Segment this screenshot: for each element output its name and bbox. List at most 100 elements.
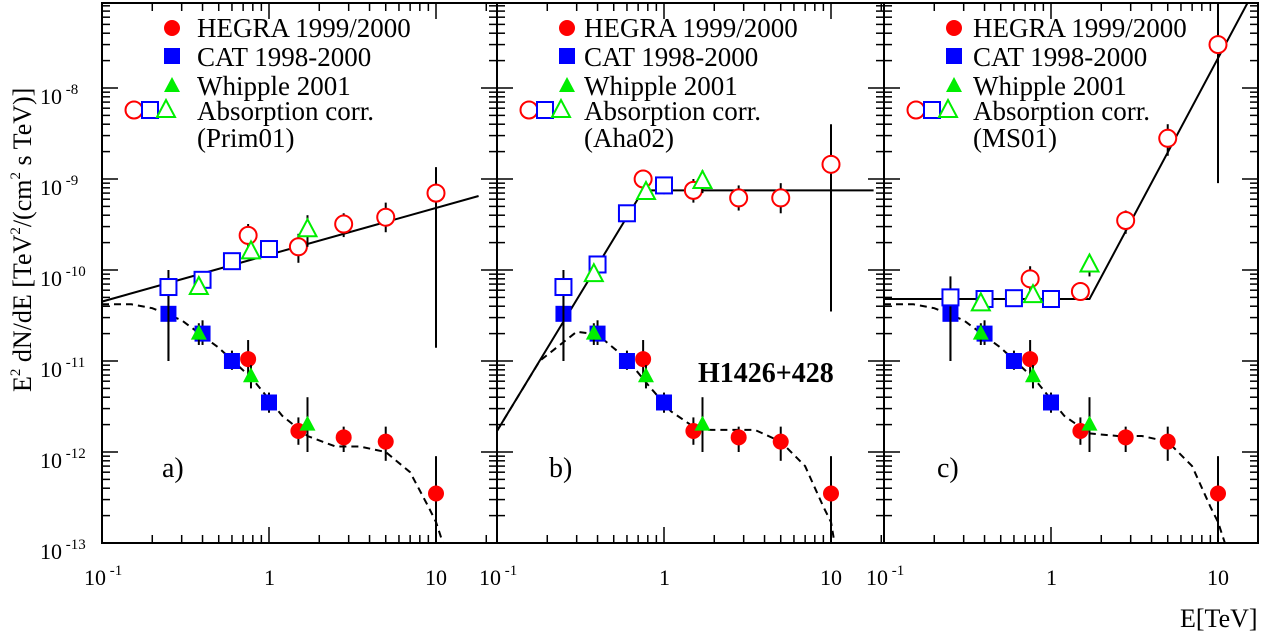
x-tick-exponent: -1 bbox=[106, 563, 122, 579]
x-tick-label: 10 -1 bbox=[84, 563, 122, 590]
legend-corr-triangle-marker bbox=[155, 97, 177, 118]
x-tick-base: 10 bbox=[425, 565, 447, 590]
y-tick-exponent: -13 bbox=[62, 537, 86, 553]
legend-corr-square-marker bbox=[536, 101, 554, 119]
y-tick-exponent: -12 bbox=[62, 446, 86, 462]
data-point bbox=[633, 169, 653, 189]
legend-whipple-marker bbox=[164, 77, 180, 92]
panel-a-label: a) bbox=[162, 453, 184, 484]
series-hegra-1999-2000 bbox=[1022, 340, 1226, 543]
data-point bbox=[242, 367, 259, 383]
x-tick-base: 10 bbox=[866, 565, 888, 590]
legend-absorption-label: Absorption corr. bbox=[973, 96, 1150, 126]
legend-cat-marker bbox=[559, 48, 575, 64]
panel-plot-0 bbox=[101, 2, 498, 544]
data-point bbox=[823, 485, 839, 502]
legend-hegra-marker bbox=[559, 20, 575, 36]
data-point bbox=[1024, 367, 1041, 383]
legend-corr-circle-marker bbox=[906, 100, 926, 120]
y-tick-label: 10 -9 bbox=[40, 173, 78, 200]
legend-model-label: (Aha02) bbox=[584, 123, 674, 153]
data-point bbox=[1022, 351, 1039, 368]
legend-cat-label: CAT 1998-2000 bbox=[197, 42, 371, 72]
legend-cat-label: CAT 1998-2000 bbox=[973, 42, 1147, 72]
data-point bbox=[1116, 210, 1136, 230]
series-whipple-corr- bbox=[188, 215, 319, 296]
x-tick-base: 10 bbox=[84, 565, 106, 590]
data-point bbox=[1070, 282, 1090, 302]
x-tick-label: 1 bbox=[1046, 565, 1057, 590]
y-tick-label: 10 -8 bbox=[40, 82, 78, 109]
data-point bbox=[223, 353, 240, 369]
legend-hegra-marker bbox=[946, 20, 962, 36]
legend-corr-circle-marker bbox=[124, 100, 144, 120]
data-point bbox=[772, 433, 789, 450]
data-point bbox=[1043, 394, 1059, 411]
legend-whipple-label: Whipple 2001 bbox=[197, 71, 351, 101]
series-hegra-corr- bbox=[238, 167, 446, 348]
panel-c-label: c) bbox=[937, 453, 959, 484]
panel-frame bbox=[883, 2, 1259, 544]
x-tick-label: 10 -1 bbox=[866, 563, 904, 590]
data-point bbox=[635, 179, 657, 200]
data-point bbox=[635, 351, 652, 368]
legend-corr-square-marker bbox=[141, 101, 159, 119]
y-tick-label: 10 -11 bbox=[40, 355, 85, 382]
series-hegra-corr- bbox=[1020, 3, 1228, 302]
y-tick-exponent: -9 bbox=[62, 173, 78, 189]
data-point bbox=[1078, 252, 1101, 273]
data-point bbox=[1042, 290, 1060, 309]
y-tick-base: 10 bbox=[40, 539, 62, 564]
data-point bbox=[1210, 485, 1226, 502]
data-point bbox=[554, 278, 573, 297]
data-point bbox=[941, 288, 960, 307]
legend-hegra-label: HEGRA 1999/2000 bbox=[973, 13, 1187, 43]
legend-whipple-label: Whipple 2001 bbox=[584, 71, 738, 101]
data-point bbox=[729, 188, 749, 208]
data-point bbox=[691, 168, 714, 190]
series-whipple-corr- bbox=[970, 252, 1101, 312]
panel-a: HEGRA 1999/2000 CAT 1998-2000 Whipple 20… bbox=[162, 13, 411, 484]
data-point bbox=[188, 274, 210, 296]
x-axis-label: E[TeV] bbox=[1180, 604, 1258, 633]
data-point bbox=[730, 429, 747, 446]
legend-cat-label: CAT 1998-2000 bbox=[584, 42, 758, 72]
legend-markers bbox=[906, 20, 962, 120]
legend-absorption-label: Absorption corr. bbox=[197, 96, 374, 126]
x-tick-base: 10 bbox=[479, 565, 501, 590]
series-whipple-2001 bbox=[190, 323, 316, 452]
legend-whipple-marker bbox=[946, 77, 962, 92]
series-whipple-2001 bbox=[972, 323, 1098, 452]
y-tick-exponent: -10 bbox=[62, 264, 86, 280]
legend-corr-circle-marker bbox=[519, 100, 539, 120]
data-point bbox=[288, 237, 308, 257]
y-tick-base: 10 bbox=[40, 84, 62, 109]
series-hegra-corr- bbox=[633, 124, 841, 312]
legend-cat-marker bbox=[164, 48, 180, 64]
data-point bbox=[694, 415, 711, 431]
legend-whipple-label: Whipple 2001 bbox=[973, 71, 1127, 101]
data-point bbox=[1159, 433, 1176, 450]
legend-model-label: (MS01) bbox=[973, 123, 1057, 153]
data-point bbox=[240, 351, 257, 368]
x-tick-base: 10 bbox=[820, 565, 842, 590]
panel-b-label: b) bbox=[549, 453, 572, 484]
data-point bbox=[617, 204, 636, 223]
legend-hegra-marker bbox=[164, 20, 180, 36]
legend-cat-marker bbox=[946, 48, 962, 64]
legend-hegra-label: HEGRA 1999/2000 bbox=[584, 13, 798, 43]
data-point bbox=[238, 225, 258, 245]
data-point bbox=[583, 262, 605, 283]
data-point bbox=[656, 394, 672, 411]
y-tick-label: 10 -12 bbox=[40, 446, 86, 473]
legend-markers bbox=[519, 20, 575, 120]
data-point bbox=[1208, 35, 1228, 55]
x-tick-label: 10 bbox=[425, 565, 447, 590]
x-tick-label: 10 -1 bbox=[479, 563, 517, 590]
legend-corr-triangle-marker bbox=[550, 97, 572, 118]
data-point bbox=[428, 485, 444, 502]
data-point bbox=[972, 324, 989, 340]
panel-c: HEGRA 1999/2000 CAT 1998-2000 Whipple 20… bbox=[937, 13, 1187, 484]
y-tick-label: 10 -10 bbox=[40, 264, 86, 291]
